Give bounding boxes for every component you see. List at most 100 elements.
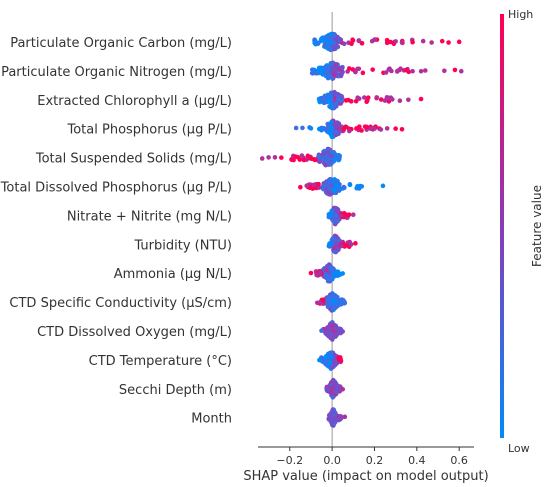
feature-labels: Particulate Organic Carbon (mg/L) Particu… [0,36,232,427]
shap-dot [378,97,384,102]
shap-dot [330,395,336,400]
shap-dot [359,40,365,46]
shap-dot-outlier [308,126,314,131]
shap-dot [333,362,338,367]
shap-dot-outlier [342,414,348,420]
shap-dot [332,89,337,95]
shap-dot [317,99,323,105]
shap-dot-outlier [300,125,305,131]
shap-dot-outlier [340,386,346,392]
shap-dot-outlier [338,415,343,421]
shap-dot-outlier [380,183,386,189]
shap-dot [359,128,364,133]
shap-dot [341,126,347,132]
shap-dot [322,71,328,76]
shap-dot [331,150,337,155]
shap-dot [374,95,380,100]
shap-dot [331,292,337,298]
shap-dot [332,124,338,130]
x-tick-label: 0.0 [323,454,341,467]
shap-dot [353,98,359,104]
colorbar-title: Feature value [530,185,544,267]
shap-dot-outlier [382,98,388,103]
shap-dot [364,99,369,105]
shap-dot-outlier [278,155,284,160]
shap-dot [355,95,360,100]
shap-dot-outlier [304,183,310,189]
shap-dot [331,40,337,46]
shap-dot [328,180,333,186]
shap-dot [321,151,327,156]
shap-dot [328,267,334,272]
shap-dot [370,67,375,72]
x-ticks: −0.2 0.0 0.2 0.4 0.6 [276,447,468,467]
shap-dot [349,41,354,47]
shap-dot [323,271,328,277]
shap-dot [323,64,329,69]
shap-dot [326,277,331,283]
shap-dot [360,70,366,76]
shap-dot [327,300,332,306]
shap-dot-outlier [410,68,415,74]
colorbar: High Low Feature value [500,8,544,455]
shap-dot [327,34,333,40]
shap-dot [330,322,335,328]
shap-dot [331,187,337,192]
shap-dot-outlier [393,39,398,44]
shap-dot-outlier [384,126,390,131]
shap-dot [332,32,337,38]
feature-label: Nitrate + Nitrite (mg N/L) [67,209,232,224]
x-tick-label: 0.6 [450,454,468,467]
shap-dot-outlier [372,126,377,131]
shap-dot [317,126,322,132]
plot-area [259,12,464,447]
shap-dot-outlier [340,329,346,334]
shap-dot [332,157,338,163]
shap-dot [356,38,362,43]
feature-label: Month [191,412,232,427]
shap-dot [333,68,339,74]
shap-dot-outlier [442,68,447,74]
shap-dot-outlier [359,184,365,189]
shap-dot [312,37,317,43]
shap-dot [333,37,338,42]
shap-dot-outlier [418,96,424,102]
shap-dot [289,157,294,162]
shap-dot [326,71,331,77]
shap-dot-outlier [317,357,322,363]
shap-dot [330,381,336,387]
shap-dot [331,358,336,363]
shap-dot [314,272,319,278]
shap-dot [325,121,331,127]
colorbar-high-label: High [508,8,533,21]
shap-dot [326,156,331,162]
shap-dot-outlier [399,40,405,45]
shap-dot [330,305,336,311]
feature-label: Total Phosphorus (μg P/L) [67,123,233,138]
shap-dot [333,129,339,135]
shap-dot-outlier [342,300,348,306]
shap-dot [328,104,333,110]
shap-dot [361,95,367,100]
shap-dot [383,70,389,75]
shap-dot-outlier [395,68,401,74]
colorbar-gradient [500,14,504,438]
shap-dot-outlier [420,38,426,44]
shap-dot [332,102,337,108]
shap-dot [317,159,322,164]
shap-dot [333,214,338,219]
shap-dot-outlier [355,183,360,189]
shap-dot [339,243,344,249]
shap-dot-outlier [410,39,415,45]
shap-dot-outlier [346,212,352,217]
shap-dot [364,124,370,130]
shap-dot [311,182,317,187]
feature-label: Turbidity (NTU) [133,238,232,253]
shap-dot [336,121,341,127]
shap-dot [316,181,321,187]
shap-dot-outlier [384,40,390,46]
x-tick-label: 0.4 [408,454,426,467]
shap-dot-outlier [403,67,409,73]
feature-label: Secchi Depth (m) [119,383,232,398]
shap-dot [323,331,329,336]
